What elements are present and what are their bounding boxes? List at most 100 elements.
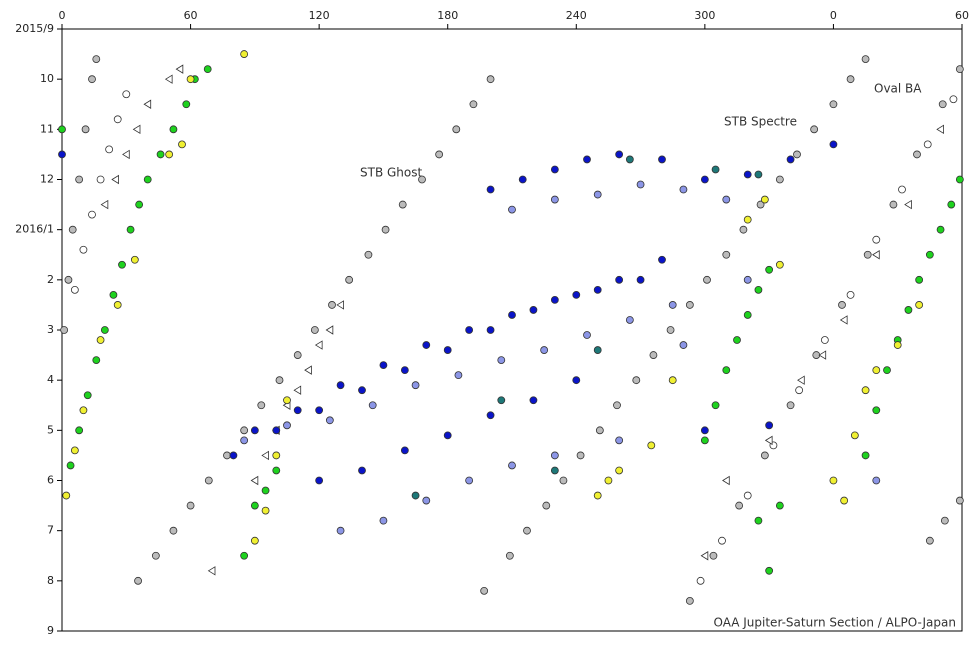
point — [203, 65, 212, 74]
point — [240, 426, 249, 435]
point — [92, 55, 101, 63]
point — [336, 526, 345, 535]
point — [480, 586, 489, 595]
point — [178, 140, 186, 149]
point — [250, 536, 259, 545]
point — [700, 175, 709, 184]
point — [58, 150, 66, 159]
point — [754, 516, 763, 525]
point — [379, 516, 388, 525]
y-tick-label: 2 — [47, 273, 54, 286]
point — [786, 401, 795, 410]
point — [735, 501, 744, 510]
point — [83, 391, 92, 400]
point — [625, 316, 634, 324]
point — [497, 356, 506, 365]
point — [718, 536, 726, 545]
point — [893, 341, 902, 349]
x-tick-label: 60 — [184, 9, 198, 22]
point — [583, 155, 591, 164]
point — [68, 225, 77, 234]
point — [186, 501, 195, 510]
point — [336, 381, 345, 390]
point — [261, 450, 269, 461]
point — [889, 200, 898, 209]
point — [829, 100, 838, 109]
point — [593, 285, 602, 294]
point — [838, 301, 846, 309]
point — [204, 476, 213, 485]
point — [165, 150, 174, 159]
x-tick-label: 300 — [694, 9, 715, 22]
point — [113, 115, 122, 124]
point — [572, 376, 581, 385]
point — [497, 396, 506, 405]
point — [593, 346, 602, 354]
point — [411, 381, 420, 390]
point — [685, 597, 694, 605]
point — [595, 426, 604, 435]
point — [70, 285, 79, 294]
point — [722, 250, 731, 259]
x-tick-label: 0 — [59, 9, 66, 22]
x-tick-label: 0 — [830, 9, 837, 22]
point — [861, 55, 870, 63]
point — [700, 426, 709, 435]
point — [754, 170, 763, 179]
point — [925, 536, 934, 545]
point — [79, 406, 88, 415]
point — [765, 265, 774, 274]
point — [936, 225, 945, 234]
point — [75, 175, 84, 184]
point — [583, 331, 591, 339]
point — [775, 501, 784, 510]
point — [550, 466, 559, 475]
point — [756, 200, 765, 209]
point — [261, 506, 270, 515]
point — [358, 386, 366, 395]
annotation: STB Ghost — [360, 166, 422, 180]
point — [829, 476, 838, 485]
point — [764, 435, 773, 446]
point — [381, 225, 390, 234]
x-tick-label: 60 — [955, 9, 969, 22]
point — [955, 175, 964, 184]
point — [229, 451, 238, 460]
point — [709, 551, 718, 560]
point — [398, 200, 407, 209]
point — [743, 170, 752, 179]
point — [130, 255, 139, 264]
point — [113, 301, 122, 309]
point — [422, 341, 431, 349]
point — [122, 149, 130, 160]
point — [250, 426, 259, 435]
point — [486, 411, 495, 420]
point — [722, 366, 731, 375]
point — [765, 421, 774, 430]
point — [700, 436, 709, 445]
point — [863, 250, 872, 259]
point — [272, 426, 281, 435]
point — [100, 326, 109, 334]
point — [700, 551, 709, 561]
point — [261, 486, 270, 495]
point — [364, 250, 373, 259]
point — [668, 376, 677, 385]
point — [743, 275, 752, 284]
point — [593, 190, 602, 199]
point — [938, 100, 947, 109]
point — [615, 466, 624, 475]
point — [135, 200, 144, 209]
point — [58, 125, 66, 134]
point — [898, 185, 906, 194]
point — [126, 225, 135, 234]
point — [593, 491, 602, 500]
point — [505, 551, 514, 560]
point — [936, 124, 944, 135]
point — [658, 255, 666, 264]
point — [96, 175, 105, 184]
point — [169, 526, 178, 535]
point — [883, 366, 891, 375]
point — [775, 175, 784, 184]
point — [310, 326, 319, 334]
